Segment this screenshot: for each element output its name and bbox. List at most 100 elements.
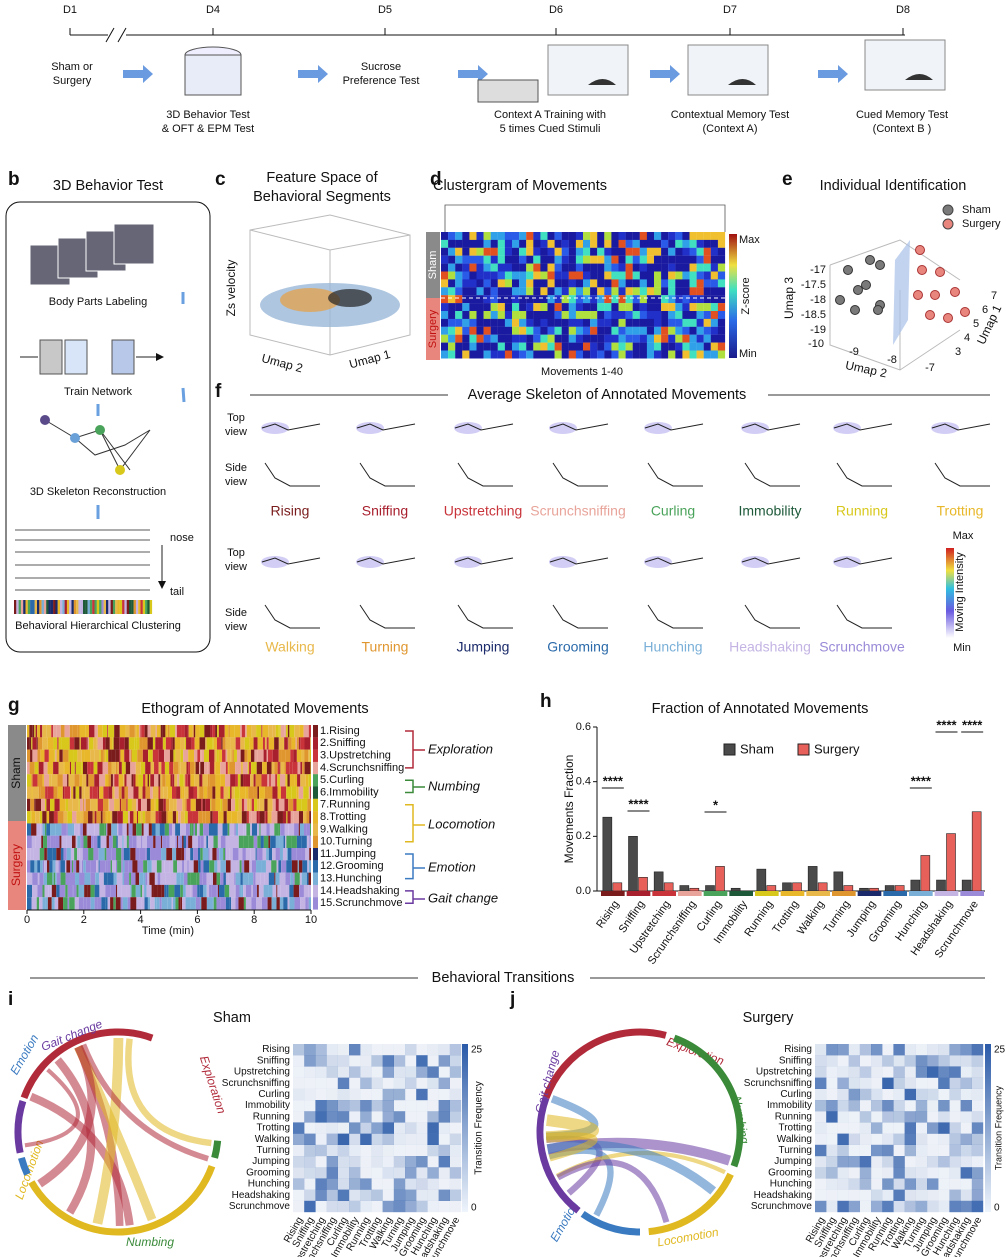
- bar: [920, 855, 931, 892]
- ethogram-stripe: [219, 884, 225, 898]
- ethogram-stripe: [218, 811, 224, 824]
- ethogram-stripe: [276, 884, 278, 898]
- heatmap-cell: [632, 303, 640, 312]
- heatmap-cell: [441, 247, 449, 256]
- ethogram-stripe: [184, 786, 189, 799]
- heatmap-cell: [590, 263, 598, 272]
- ethogram-stripe: [166, 884, 169, 898]
- heatmap-cell: [504, 263, 513, 272]
- ethogram-stripe: [281, 749, 286, 762]
- ethogram-stripe: [262, 725, 269, 738]
- heatmap-cell: [639, 247, 647, 256]
- category-color: [678, 891, 702, 896]
- heatmap-cell: [893, 1144, 905, 1157]
- colorbar-label: Moving Intensity: [954, 552, 966, 632]
- intensity: [549, 556, 577, 568]
- heatmap-cell: [533, 326, 541, 335]
- ethogram-stripe: [167, 811, 173, 824]
- heatmap-cell: [938, 1144, 950, 1157]
- heatmap-cell: [611, 232, 619, 240]
- legend-swatch: [313, 798, 318, 812]
- mouse: [728, 79, 756, 85]
- heatmap-cell: [462, 318, 470, 327]
- ethogram-stripe: [249, 798, 252, 812]
- heatmap-cell: [561, 263, 569, 272]
- ethogram-stripe: [111, 823, 118, 836]
- heatmap-cell: [393, 1055, 406, 1067]
- skeleton: [457, 462, 513, 487]
- legend-marker: [942, 218, 954, 230]
- ethogram-stripe: [35, 725, 38, 738]
- ethogram-stripe: [183, 749, 189, 762]
- ethogram-stripe: [225, 749, 228, 762]
- row-label: Jumping: [252, 1156, 290, 1167]
- heatmap-cell: [703, 255, 711, 264]
- heatmap-cell: [382, 1178, 394, 1190]
- legend-swatch: [313, 786, 318, 799]
- heatmap-cell: [405, 1122, 417, 1134]
- heatmap-cell: [949, 1167, 961, 1179]
- ethogram-stripe: [142, 811, 146, 824]
- ethogram-stripe: [115, 860, 118, 873]
- ethogram-stripe: [262, 761, 267, 775]
- ethogram-stripe: [231, 798, 236, 812]
- ethogram-stripe: [169, 835, 176, 849]
- heatmap-cell: [490, 263, 498, 272]
- flow-arrows: [96, 292, 186, 519]
- ethogram-stripe: [260, 835, 264, 849]
- ethogram-stripe: [92, 811, 95, 824]
- heatmap-cell: [427, 1133, 439, 1145]
- ethogram-stripe: [227, 798, 232, 812]
- heatmap-cell: [661, 303, 669, 312]
- cluster-stripe: [32, 600, 35, 614]
- row-label: Scrunchmove: [229, 1201, 291, 1212]
- ethogram-stripe: [301, 749, 305, 762]
- ethogram-stripe: [39, 811, 43, 824]
- ethogram-stripe: [142, 835, 147, 849]
- heatmap-cell: [632, 263, 640, 272]
- heatmap-cell: [848, 1144, 860, 1157]
- ethogram-stripe: [216, 749, 219, 762]
- heatmap-cell: [469, 239, 477, 248]
- cluster-stripe: [25, 600, 28, 614]
- ethogram-stripe: [269, 774, 271, 787]
- cluster-stripe: [53, 600, 56, 614]
- heatmap-cell: [971, 1111, 984, 1123]
- step-arrow: [298, 65, 328, 83]
- heatmap-cell: [893, 1122, 905, 1134]
- heatmap-cell: [904, 1189, 916, 1201]
- chord: [545, 1132, 598, 1162]
- ethogram-stripe: [244, 737, 250, 750]
- ethogram-stripe: [190, 848, 194, 861]
- step-label: Body Parts Labeling: [49, 296, 147, 308]
- heatmap-cell: [710, 342, 718, 351]
- heatmap-cell: [646, 311, 655, 319]
- cluster-stripe: [135, 600, 139, 614]
- heatmap-cell: [561, 239, 569, 248]
- ethogram-stripe: [117, 761, 119, 775]
- skeleton-node: [40, 415, 50, 425]
- significance: ****: [628, 796, 649, 811]
- heatmap-cell: [682, 326, 690, 335]
- heatmap-cell: [497, 295, 505, 304]
- ethogram-stripe: [82, 884, 85, 898]
- ethogram-stripe: [245, 884, 252, 898]
- skeleton: [457, 604, 513, 629]
- ethogram-stripe: [284, 798, 289, 812]
- heatmap-cell: [416, 1144, 428, 1157]
- heatmap-cell: [583, 318, 591, 327]
- ethogram-stripe: [90, 897, 95, 910]
- heatmap-cell: [815, 1167, 827, 1179]
- ethogram-stripe: [39, 848, 45, 861]
- ethogram-stripe: [283, 897, 288, 910]
- ethogram-stripe: [301, 835, 307, 849]
- ethogram-stripe: [121, 860, 123, 873]
- heatmap-cell: [469, 287, 477, 296]
- heatmap-cell: [639, 295, 647, 304]
- ethogram-stripe: [288, 798, 294, 812]
- tick-label: 3: [955, 346, 961, 358]
- heatmap-cell: [611, 318, 619, 327]
- heatmap-cell: [915, 1044, 928, 1056]
- point: [915, 245, 925, 255]
- heatmap-cell: [405, 1144, 417, 1157]
